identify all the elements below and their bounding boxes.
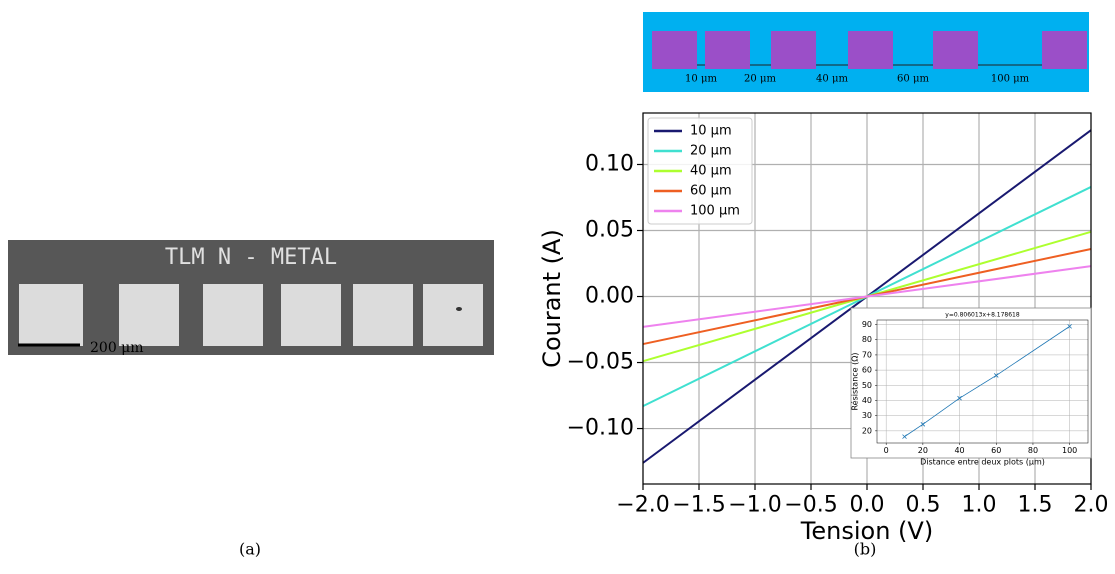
x-tick-label: 20 [918,446,928,455]
panel-label: (a) [239,540,261,559]
legend-label: 20 µm [690,144,732,159]
x-tick-label: −2.0 [616,492,669,517]
y-axis-label: Courant (A) [538,229,566,368]
y-tick-label: −0.05 [567,350,634,375]
panel-label: (b) [854,540,877,559]
marker [1067,324,1072,329]
marker [957,395,962,401]
x-axis-label: Distance entre deux plots (µm) [920,458,1045,467]
x-tick-label: −1.5 [672,492,725,517]
series-line [642,265,1092,328]
y-tick-label: 0.10 [585,151,634,176]
legend-box [647,117,753,225]
spacing-label: 40 μm [816,74,848,85]
x-tick-label: 60 [991,446,1001,455]
y-tick-label: 50 [862,381,872,390]
spacing-label: 20 μm [744,74,776,85]
y-tick-label: 60 [862,366,872,375]
y-tick-label: 40 [862,396,872,405]
legend-label: 60 µm [690,184,732,199]
marker [920,422,926,427]
x-tick-label: −1.0 [728,492,781,517]
y-tick-label: 70 [862,350,872,359]
y-tick-label: 80 [862,335,872,344]
x-tick-label: 1.0 [962,492,997,517]
plot-frame [642,112,1092,485]
marker [902,434,907,439]
diagram-pads [652,31,1087,69]
x-tick-label: 0.0 [850,492,885,517]
scale-label: 200 μm [90,340,144,356]
spacing-label: 100 μm [991,74,1030,85]
x-tick-label: −0.5 [784,492,837,517]
x-tick-label: 2.0 [1074,492,1109,517]
defect [456,307,462,311]
x-axis-label: Tension (V) [800,517,933,545]
spacing-label: 60 μm [897,74,929,85]
legend-label: 40 µm [690,164,732,179]
inset-background [850,307,1092,459]
x-tick-label: 0 [884,446,889,455]
y-tick-label: 20 [862,426,872,435]
spacing-label: 10 μm [685,74,717,85]
plot-frame [876,319,1089,444]
image-title: TLM N - METAL [165,245,337,270]
x-tick-label: 80 [1028,446,1038,455]
pads [19,284,483,346]
chart-title: y=0.806013x+8.178618 [945,312,1020,319]
x-tick-label: 1.5 [1018,492,1053,517]
x-tick-label: 0.5 [906,492,941,517]
legend-label: 100 µm [690,204,740,219]
y-tick-label: −0.10 [567,416,634,441]
x-tick-label: 100 [1062,446,1077,455]
y-tick-label: 0.05 [585,218,634,243]
x-tick-label: 40 [954,446,964,455]
y-tick-label: 30 [862,411,872,420]
marker [993,373,999,378]
y-tick-label: 90 [862,320,872,329]
y-tick-label: 0.00 [585,284,634,309]
y-axis-label: Résistance (Ω) [850,352,860,410]
legend-label: 10 µm [690,124,732,139]
